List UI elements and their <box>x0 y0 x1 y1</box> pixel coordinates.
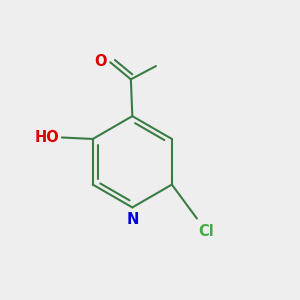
Text: Cl: Cl <box>198 224 214 239</box>
Text: N: N <box>126 212 139 227</box>
Text: HO: HO <box>35 130 59 145</box>
Text: O: O <box>94 54 107 69</box>
